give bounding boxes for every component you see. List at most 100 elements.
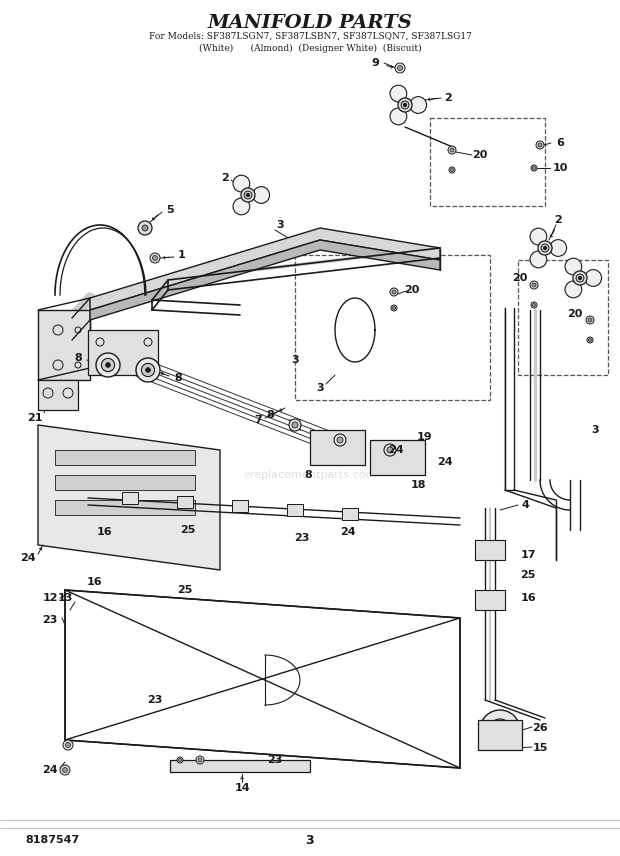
Bar xyxy=(370,440,425,475)
Text: 24: 24 xyxy=(437,457,453,467)
Circle shape xyxy=(233,198,250,215)
Text: 24: 24 xyxy=(340,527,356,537)
Circle shape xyxy=(246,193,250,197)
Circle shape xyxy=(543,247,547,250)
Text: 3: 3 xyxy=(276,220,284,230)
Bar xyxy=(88,330,158,375)
Polygon shape xyxy=(38,425,220,570)
Text: 24: 24 xyxy=(388,445,404,455)
Text: 13: 13 xyxy=(57,593,73,603)
Text: 20: 20 xyxy=(567,309,583,319)
Circle shape xyxy=(390,288,398,296)
Circle shape xyxy=(177,757,183,763)
Circle shape xyxy=(63,740,73,750)
Text: 8: 8 xyxy=(304,470,312,480)
Text: 10: 10 xyxy=(552,163,568,173)
Circle shape xyxy=(102,359,115,372)
Circle shape xyxy=(530,281,538,289)
Text: 20: 20 xyxy=(472,150,488,160)
Circle shape xyxy=(391,305,397,311)
Text: ereplacementparts.com: ereplacementparts.com xyxy=(243,470,377,480)
Circle shape xyxy=(576,274,584,282)
Circle shape xyxy=(241,188,255,202)
Circle shape xyxy=(153,255,157,260)
Text: 16: 16 xyxy=(87,577,103,587)
Circle shape xyxy=(588,318,592,322)
Text: 21: 21 xyxy=(27,413,43,423)
Circle shape xyxy=(60,765,70,775)
Text: 8: 8 xyxy=(266,410,274,420)
Circle shape xyxy=(196,756,204,764)
Circle shape xyxy=(531,302,537,308)
Circle shape xyxy=(384,444,396,456)
Text: 6: 6 xyxy=(556,138,564,148)
Circle shape xyxy=(96,353,120,377)
Circle shape xyxy=(392,306,396,310)
Bar xyxy=(55,475,195,490)
Text: 8: 8 xyxy=(174,373,182,383)
Text: 3: 3 xyxy=(306,834,314,847)
Bar xyxy=(38,380,78,410)
Circle shape xyxy=(334,434,346,446)
Circle shape xyxy=(401,101,409,109)
Circle shape xyxy=(179,758,182,762)
Circle shape xyxy=(538,241,552,255)
Circle shape xyxy=(410,97,427,113)
Bar xyxy=(177,496,193,508)
Circle shape xyxy=(586,316,594,324)
Text: 16: 16 xyxy=(97,527,113,537)
Circle shape xyxy=(390,108,407,125)
Text: 24: 24 xyxy=(42,765,58,775)
Bar xyxy=(55,500,195,515)
Circle shape xyxy=(450,148,454,152)
Circle shape xyxy=(530,251,547,268)
Circle shape xyxy=(489,719,511,741)
Text: 24: 24 xyxy=(20,553,36,563)
Text: 2: 2 xyxy=(221,173,229,183)
Bar xyxy=(342,508,358,520)
Circle shape xyxy=(536,141,544,149)
Circle shape xyxy=(398,98,412,112)
Bar xyxy=(170,760,310,772)
Circle shape xyxy=(532,283,536,287)
Circle shape xyxy=(587,337,593,343)
Text: (White)      (Almond)  (Designer White)  (Biscuit): (White) (Almond) (Designer White) (Biscu… xyxy=(198,44,422,53)
Polygon shape xyxy=(90,240,440,320)
Circle shape xyxy=(565,281,582,298)
Circle shape xyxy=(480,710,520,750)
Text: 20: 20 xyxy=(404,285,420,295)
Circle shape xyxy=(533,304,536,306)
Text: 19: 19 xyxy=(417,432,433,442)
Text: 23: 23 xyxy=(42,615,58,625)
Text: 3: 3 xyxy=(591,425,599,435)
Circle shape xyxy=(387,447,393,453)
Circle shape xyxy=(142,225,148,231)
Circle shape xyxy=(531,165,537,171)
Text: 3: 3 xyxy=(316,383,324,393)
Circle shape xyxy=(451,169,453,171)
Text: 1: 1 xyxy=(178,250,186,260)
Text: 8187547: 8187547 xyxy=(25,835,79,845)
Text: 2: 2 xyxy=(554,215,562,225)
Text: 12: 12 xyxy=(42,593,58,603)
Circle shape xyxy=(105,363,110,367)
Circle shape xyxy=(150,253,160,263)
Bar xyxy=(478,720,522,750)
Text: 3: 3 xyxy=(291,355,299,365)
Text: 25: 25 xyxy=(177,585,193,595)
Text: 23: 23 xyxy=(294,533,309,543)
Text: 2: 2 xyxy=(444,93,452,103)
Bar xyxy=(475,590,505,610)
Polygon shape xyxy=(90,228,440,310)
Circle shape xyxy=(289,419,301,431)
Circle shape xyxy=(392,290,396,294)
Text: 9: 9 xyxy=(371,58,379,68)
Circle shape xyxy=(565,259,582,275)
Bar xyxy=(287,504,303,516)
Circle shape xyxy=(397,66,402,70)
Circle shape xyxy=(496,726,504,734)
Circle shape xyxy=(550,240,567,256)
Bar xyxy=(310,430,365,465)
Circle shape xyxy=(66,742,71,747)
Circle shape xyxy=(403,104,407,107)
